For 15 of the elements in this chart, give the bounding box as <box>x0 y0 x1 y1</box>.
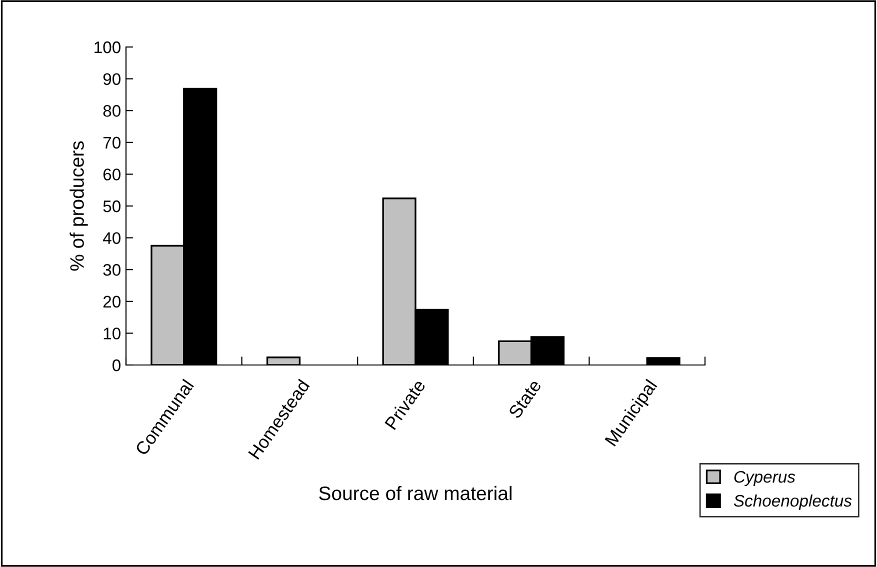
legend-label: Schoenoplectus <box>734 494 852 510</box>
y-tick-label: 0 <box>112 359 120 372</box>
y-axis-title: % of producers <box>70 141 88 271</box>
y-tick-label: 10 <box>104 328 120 340</box>
x-axis-title: Source of raw material <box>319 486 512 500</box>
y-tick-label: 50 <box>103 200 120 212</box>
y-tick-label: 90 <box>103 73 120 86</box>
y-tick-label: 100 <box>94 41 120 54</box>
y-tick-label: 60 <box>103 168 120 180</box>
y-tick-label: 20 <box>103 296 120 308</box>
legend-label: Cyperus <box>734 470 796 486</box>
y-tick-label: 30 <box>103 264 120 276</box>
y-tick-label: 40 <box>102 232 120 244</box>
y-tick-label: 70 <box>103 136 120 149</box>
y-tick-label: 80 <box>103 105 120 117</box>
